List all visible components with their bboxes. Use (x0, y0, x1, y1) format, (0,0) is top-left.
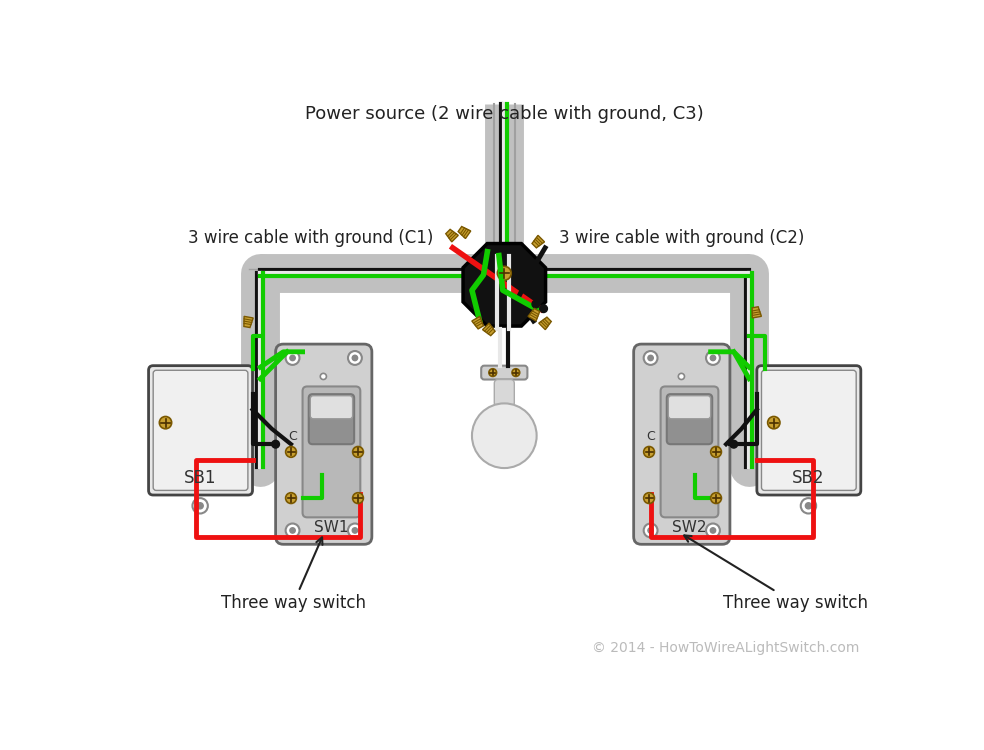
Circle shape (647, 356, 653, 361)
FancyBboxPatch shape (757, 366, 861, 495)
Circle shape (678, 374, 685, 380)
Circle shape (352, 493, 363, 503)
Circle shape (644, 493, 654, 503)
Text: SB2: SB2 (792, 469, 825, 487)
Circle shape (647, 528, 653, 533)
FancyBboxPatch shape (310, 396, 352, 418)
Circle shape (710, 446, 721, 458)
Circle shape (193, 498, 208, 514)
Circle shape (512, 369, 520, 376)
FancyBboxPatch shape (149, 366, 253, 495)
Text: SW2: SW2 (672, 520, 707, 535)
Text: 3 wire cable with ground (C1): 3 wire cable with ground (C1) (188, 229, 433, 247)
Circle shape (352, 356, 357, 361)
FancyBboxPatch shape (309, 394, 354, 444)
Text: © 2014 - HowToWireALightSwitch.com: © 2014 - HowToWireALightSwitch.com (592, 641, 860, 656)
FancyBboxPatch shape (494, 380, 515, 406)
Circle shape (285, 524, 299, 537)
FancyBboxPatch shape (302, 386, 360, 518)
Polygon shape (463, 244, 545, 326)
Polygon shape (752, 307, 762, 318)
FancyBboxPatch shape (762, 370, 856, 490)
Circle shape (197, 503, 204, 509)
Text: 3 wire cable with ground (C2): 3 wire cable with ground (C2) (559, 229, 804, 247)
Circle shape (348, 351, 362, 365)
Circle shape (644, 446, 654, 458)
Text: Power source (2 wire cable with ground, C3): Power source (2 wire cable with ground, … (305, 106, 704, 124)
Text: C: C (288, 430, 297, 443)
Circle shape (489, 369, 497, 376)
Circle shape (801, 498, 816, 514)
FancyBboxPatch shape (660, 386, 718, 518)
Circle shape (352, 528, 357, 533)
Polygon shape (539, 317, 551, 330)
Polygon shape (459, 226, 470, 238)
FancyBboxPatch shape (481, 366, 527, 380)
Text: Three way switch: Three way switch (684, 536, 868, 612)
Circle shape (497, 266, 512, 280)
Text: Three way switch: Three way switch (220, 538, 366, 612)
Circle shape (710, 493, 721, 503)
Circle shape (159, 416, 171, 429)
Polygon shape (532, 236, 544, 248)
Polygon shape (528, 308, 539, 321)
Circle shape (768, 416, 780, 429)
FancyBboxPatch shape (667, 394, 712, 444)
Circle shape (707, 351, 720, 365)
Circle shape (290, 356, 295, 361)
Circle shape (285, 351, 299, 365)
Circle shape (472, 404, 536, 468)
Circle shape (707, 524, 720, 537)
Circle shape (285, 446, 296, 458)
FancyBboxPatch shape (634, 344, 730, 544)
Polygon shape (244, 316, 253, 328)
Circle shape (644, 524, 657, 537)
Circle shape (272, 440, 279, 448)
Circle shape (532, 300, 539, 308)
Circle shape (730, 440, 738, 448)
Circle shape (352, 446, 363, 458)
FancyBboxPatch shape (276, 344, 372, 544)
FancyBboxPatch shape (668, 396, 710, 418)
Polygon shape (482, 323, 495, 336)
Text: SB1: SB1 (184, 469, 216, 487)
FancyBboxPatch shape (154, 370, 248, 490)
Circle shape (290, 528, 295, 533)
Circle shape (320, 374, 327, 380)
Polygon shape (446, 230, 459, 242)
Polygon shape (471, 316, 483, 329)
Circle shape (285, 493, 296, 503)
Circle shape (348, 524, 362, 537)
Circle shape (710, 356, 715, 361)
Text: SW1: SW1 (314, 520, 348, 535)
Circle shape (710, 528, 715, 533)
Circle shape (539, 304, 547, 313)
Text: C: C (646, 430, 655, 443)
Circle shape (644, 351, 657, 365)
Circle shape (805, 503, 812, 509)
